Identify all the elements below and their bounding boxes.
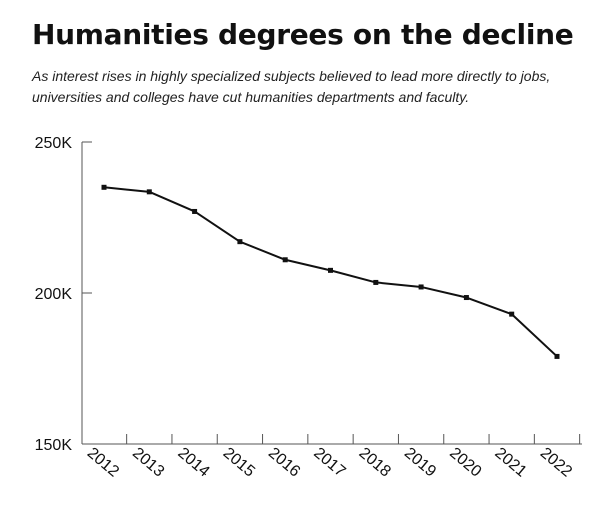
data-point xyxy=(328,267,333,273)
x-tick-label: 2013 xyxy=(129,445,167,481)
y-tick-label: 200K xyxy=(35,286,73,303)
x-tick-label: 2021 xyxy=(491,445,529,481)
x-tick-label: 2014 xyxy=(174,445,212,481)
data-point xyxy=(554,353,560,359)
chart-subtitle: As interest rises in highly specialized … xyxy=(32,68,551,105)
x-tick-label: 2019 xyxy=(401,445,439,481)
data-point xyxy=(418,284,424,290)
data-point xyxy=(192,208,198,214)
x-tick-label: 2016 xyxy=(265,445,303,481)
x-tick-label: 2017 xyxy=(310,445,348,481)
data-point xyxy=(463,295,469,301)
x-tick-label: 2015 xyxy=(220,445,258,481)
x-tick-label: 2020 xyxy=(446,445,484,481)
data-point xyxy=(282,257,288,263)
y-tick-label: 150K xyxy=(35,437,73,454)
data-point xyxy=(237,239,243,245)
data-point xyxy=(101,184,107,190)
data-point xyxy=(509,311,515,317)
data-point xyxy=(373,279,379,285)
chart-title: Humanities degrees on the decline xyxy=(32,18,574,51)
x-tick-label: 2022 xyxy=(537,445,575,481)
x-tick-label: 2018 xyxy=(356,445,394,481)
x-tick-label: 2012 xyxy=(84,445,122,481)
y-tick-label: 250K xyxy=(35,135,73,152)
data-point xyxy=(146,189,152,195)
